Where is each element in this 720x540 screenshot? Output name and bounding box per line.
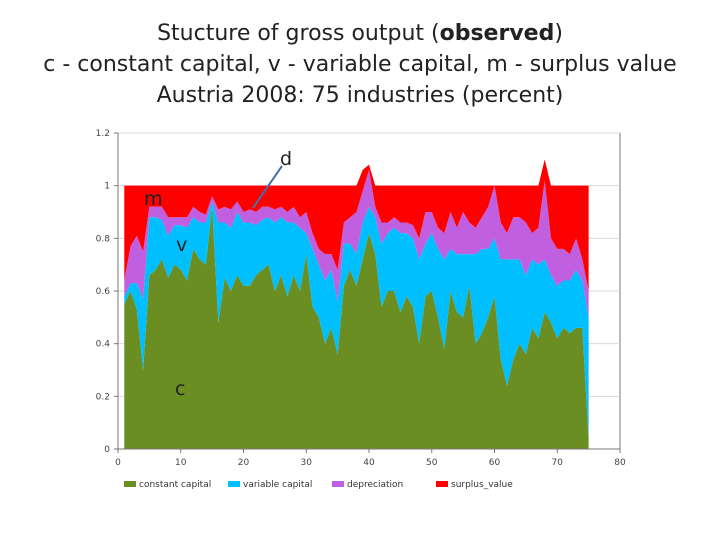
annotation-c: c: [175, 378, 186, 400]
legend-label: depreciation: [347, 480, 403, 490]
annotation-m: m: [144, 188, 163, 210]
title-line-3: Austria 2008: 75 industries (percent): [156, 83, 564, 108]
x-tick-label: 40: [363, 458, 375, 468]
legend-item-depreciation: depreciation: [332, 480, 403, 490]
legend-swatch: [228, 481, 240, 487]
annotation-d: d: [280, 148, 293, 170]
title-line-1-bold: observed: [439, 21, 555, 46]
title-line-1-suffix: ): [554, 21, 563, 46]
y-tick-label: 1.2: [96, 129, 110, 139]
y-tick-label: 0.4: [96, 340, 111, 350]
area-variable-capital: [124, 201, 589, 439]
title-line-1: Stucture of gross output (observed): [0, 18, 720, 49]
x-tick-label: 10: [175, 458, 187, 468]
area-series: [124, 159, 589, 449]
legend-item-variable-capital: variable capital: [228, 480, 312, 490]
chart-title: Stucture of gross output (observed) c - …: [0, 18, 720, 111]
legend-item-surplus-value: surplus_value: [436, 480, 513, 490]
legend: constant capital variable capital deprecia…: [124, 480, 513, 490]
x-tick-label: 50: [426, 458, 438, 468]
x-tick-label: 30: [301, 458, 313, 468]
legend-item-constant-capital: constant capital: [124, 480, 211, 490]
area-depreciation: [124, 169, 589, 318]
y-tick-label: 0: [104, 445, 110, 455]
y-tick-label: 1: [104, 182, 110, 192]
x-tick-label: 70: [552, 458, 564, 468]
area-constant-capital: [124, 206, 589, 449]
annotation-v: v: [176, 234, 188, 256]
legend-swatch: [332, 481, 344, 487]
legend-swatch: [436, 481, 448, 487]
y-tick-label: 0.6: [96, 287, 111, 297]
axes: 0 10 20 30 40 50 60 70 80 0 0.2 0.4 0.6 0.8 1 1.2: [96, 129, 626, 468]
y-tick-label: 0.8: [96, 234, 111, 244]
legend-label: surplus_value: [451, 480, 513, 490]
y-tick-label: 0.2: [96, 392, 110, 402]
title-line-1-prefix: Stucture of gross output (: [157, 21, 440, 46]
x-tick-label: 20: [238, 458, 250, 468]
legend-swatch: [124, 481, 136, 487]
legend-label: variable capital: [243, 480, 312, 490]
title-line-2: c - constant capital, v - variable capit…: [43, 52, 677, 77]
legend-label: constant capital: [139, 480, 211, 490]
x-tick-label: 80: [614, 458, 626, 468]
x-tick-label: 0: [115, 458, 121, 468]
d-pointer-line: [252, 165, 283, 209]
x-tick-label: 60: [489, 458, 501, 468]
area-surplus-value: [124, 159, 589, 291]
